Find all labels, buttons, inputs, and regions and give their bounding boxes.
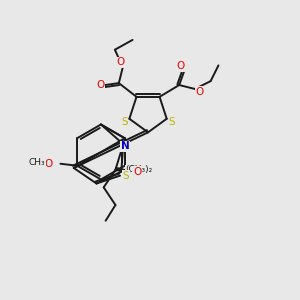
Text: O: O (44, 159, 53, 169)
Text: (CH₃)₂: (CH₃)₂ (125, 165, 152, 174)
Text: N: N (121, 141, 130, 151)
Text: O: O (176, 61, 184, 71)
Text: S: S (123, 171, 129, 181)
Text: O: O (96, 80, 104, 90)
Text: O: O (117, 58, 125, 68)
Text: O: O (133, 167, 141, 177)
Text: S: S (168, 117, 175, 127)
Text: O: O (196, 87, 204, 97)
Text: CH₃: CH₃ (28, 158, 45, 167)
Text: S: S (121, 117, 128, 127)
